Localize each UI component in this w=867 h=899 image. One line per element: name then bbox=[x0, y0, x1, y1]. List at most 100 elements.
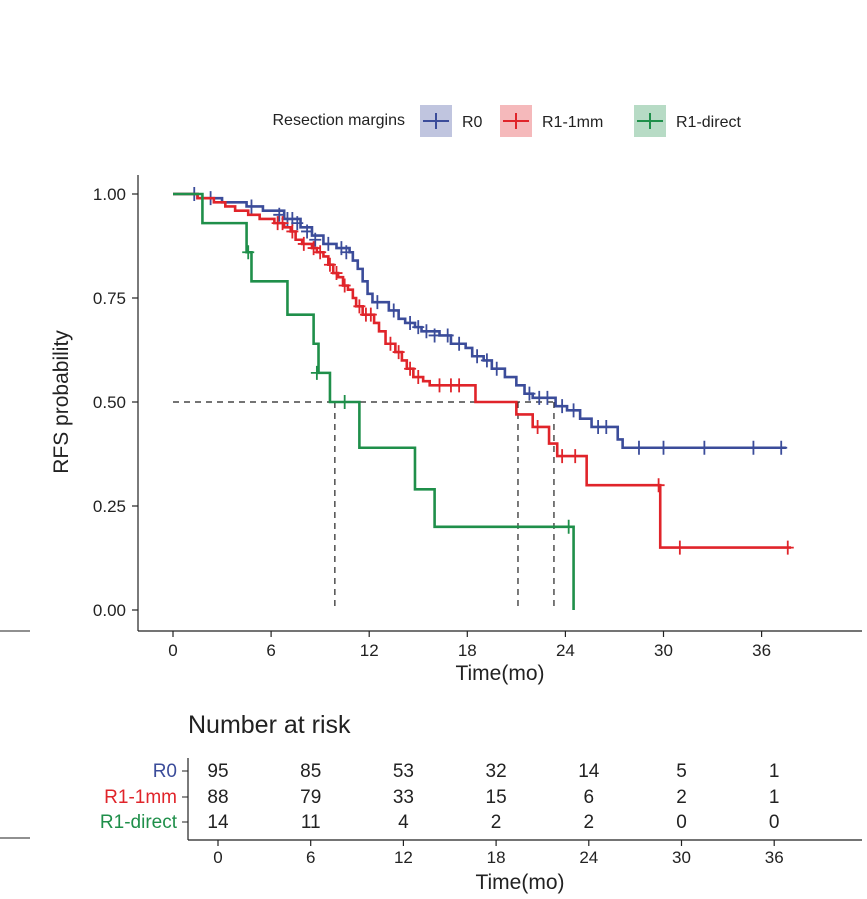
risk-count-r1-direct: 14 bbox=[207, 812, 229, 833]
censor-mark-r0 bbox=[404, 315, 417, 330]
risk-count-r1-1mm: 2 bbox=[676, 787, 687, 808]
censor-mark-r0 bbox=[567, 403, 580, 418]
risk-count-r0: 1 bbox=[769, 761, 780, 782]
curve-r0 bbox=[173, 192, 787, 450]
censor-mark-r1-1mm bbox=[531, 419, 544, 434]
y-tick-label: 0.25 bbox=[93, 497, 126, 516]
risk-count-r1-1mm: 6 bbox=[584, 787, 595, 808]
x-tick-label: 6 bbox=[266, 641, 275, 660]
censor-mark-r0 bbox=[387, 303, 400, 318]
risk-count-r1-1mm: 15 bbox=[486, 787, 507, 808]
risk-table: Number at risk R0 95 85 53 32 14 5 1R1-1mm 88 79 3… bbox=[0, 711, 862, 894]
risk-count-r0: 32 bbox=[486, 761, 507, 782]
censor-mark-r1-direct bbox=[242, 245, 255, 260]
risk-x-tick-label: 18 bbox=[487, 848, 506, 867]
risk-table-title: Number at risk bbox=[188, 711, 351, 739]
risk-row-label-r0: R0 bbox=[153, 761, 177, 782]
risk-row-label-r1-direct: R1-direct bbox=[100, 812, 178, 833]
censor-mark-r0 bbox=[632, 440, 645, 455]
censor-mark-r1-1mm bbox=[652, 478, 665, 493]
y-tick-label: 0.50 bbox=[93, 393, 126, 412]
censor-mark-r0 bbox=[453, 336, 466, 351]
censor-mark-r1-direct bbox=[310, 365, 323, 380]
legend-label-r1-1mm: R1-1mm bbox=[542, 114, 603, 131]
risk-count-r1-direct: 0 bbox=[769, 812, 780, 833]
y-tick-label: 1.00 bbox=[93, 185, 126, 204]
censor-mark-r1-1mm bbox=[569, 449, 582, 464]
censor-mark-r1-1mm bbox=[323, 257, 336, 272]
censor-mark-r1-1mm bbox=[384, 336, 397, 351]
censor-mark-r1-1mm bbox=[314, 245, 327, 260]
legend-line-r1-1mm bbox=[503, 113, 529, 129]
risk-row-label-r1-1mm: R1-1mm bbox=[104, 787, 177, 808]
risk-count-r1-1mm: 79 bbox=[300, 787, 321, 808]
risk-count-r1-direct: 4 bbox=[398, 812, 409, 833]
risk-x-tick-label: 12 bbox=[394, 848, 413, 867]
censor-mark-r1-1mm bbox=[453, 378, 466, 393]
censor-mark-r0 bbox=[301, 224, 314, 239]
risk-count-r1-1mm: 33 bbox=[393, 787, 414, 808]
censor-mark-r1-1mm bbox=[404, 361, 417, 376]
censor-mark-r0 bbox=[412, 320, 425, 335]
risk-count-r1-direct: 0 bbox=[676, 812, 687, 833]
censor-mark-r1-1mm bbox=[556, 449, 569, 464]
risk-count-r1-1mm: 88 bbox=[207, 787, 228, 808]
risk-count-r0: 95 bbox=[207, 761, 228, 782]
censor-mark-r0 bbox=[273, 207, 286, 222]
censor-mark-r0 bbox=[371, 295, 384, 310]
risk-x-ticks: 0 6 12 18 24 30 36 bbox=[213, 840, 784, 867]
risk-x-tick-label: 0 bbox=[213, 848, 222, 867]
risk-x-tick-label: 24 bbox=[579, 848, 598, 867]
risk-rows: R0 95 85 53 32 14 5 1 R1-1mm 88 79 33 15 6 2 1 R1-direct… bbox=[100, 761, 780, 833]
censor-mark-r0 bbox=[322, 236, 335, 251]
legend-label-r0: R0 bbox=[462, 114, 483, 131]
censor-mark-r1-1mm bbox=[392, 345, 405, 360]
risk-count-r1-1mm: 1 bbox=[769, 787, 780, 808]
risk-count-r1-direct: 2 bbox=[584, 812, 595, 833]
censor-mark-r0 bbox=[441, 328, 454, 343]
censor-mark-r0 bbox=[428, 328, 441, 343]
censor-mark-r0 bbox=[600, 419, 613, 434]
censor-mark-r1-1mm bbox=[673, 540, 686, 555]
legend-line-r1-direct bbox=[637, 113, 663, 129]
censor-mark-r1-direct bbox=[562, 519, 575, 534]
risk-count-r1-direct: 2 bbox=[491, 812, 502, 833]
risk-x-axis-label: Time(mo) bbox=[475, 871, 564, 894]
censor-mark-r0 bbox=[291, 216, 304, 231]
legend-label-r1-direct: R1-direct bbox=[676, 114, 741, 131]
risk-count-r0: 53 bbox=[393, 761, 414, 782]
x-tick-label: 18 bbox=[458, 641, 477, 660]
censor-mark-r1-1mm bbox=[330, 266, 343, 281]
x-tick-label: 24 bbox=[556, 641, 575, 660]
legend: Resection margins R0 R1-1mm R1-direct bbox=[273, 105, 741, 137]
censor-mark-r1-1mm bbox=[353, 299, 366, 314]
curve-r1-direct bbox=[173, 192, 575, 610]
risk-count-r1-direct: 11 bbox=[301, 812, 321, 833]
risk-count-r0: 85 bbox=[300, 761, 321, 782]
censor-mark-r0 bbox=[309, 232, 322, 247]
censor-mark-r1-1mm bbox=[307, 241, 320, 256]
censor-mark-r1-direct bbox=[338, 395, 351, 409]
censor-mark-r0 bbox=[245, 199, 258, 214]
x-ticks: 0 6 12 18 24 30 36 bbox=[168, 631, 771, 660]
censor-mark-r0 bbox=[657, 440, 670, 455]
censor-mark-r0 bbox=[490, 361, 503, 376]
censor-mark-r1-1mm bbox=[781, 540, 794, 555]
censor-mark-r1-1mm bbox=[297, 236, 310, 251]
censor-mark-r0 bbox=[541, 390, 554, 405]
y-tick-label: 0.00 bbox=[93, 601, 126, 620]
x-tick-label: 30 bbox=[654, 641, 673, 660]
risk-x-tick-label: 30 bbox=[672, 848, 691, 867]
x-tick-label: 0 bbox=[168, 641, 177, 660]
legend-items: R0 R1-1mm R1-direct bbox=[420, 105, 741, 137]
y-ticks: 0.00 0.25 0.50 0.75 1.00 bbox=[93, 185, 138, 620]
censor-mark-r0 bbox=[747, 440, 760, 455]
censor-mark-r1-1mm bbox=[433, 378, 446, 393]
risk-x-tick-label: 36 bbox=[765, 848, 784, 867]
risk-x-tick-label: 6 bbox=[306, 848, 315, 867]
median-lines bbox=[173, 401, 555, 610]
legend-line-r0 bbox=[423, 113, 449, 129]
censor-mark-r0 bbox=[340, 245, 353, 260]
y-tick-label: 0.75 bbox=[93, 289, 126, 308]
survival-curves bbox=[173, 187, 794, 610]
